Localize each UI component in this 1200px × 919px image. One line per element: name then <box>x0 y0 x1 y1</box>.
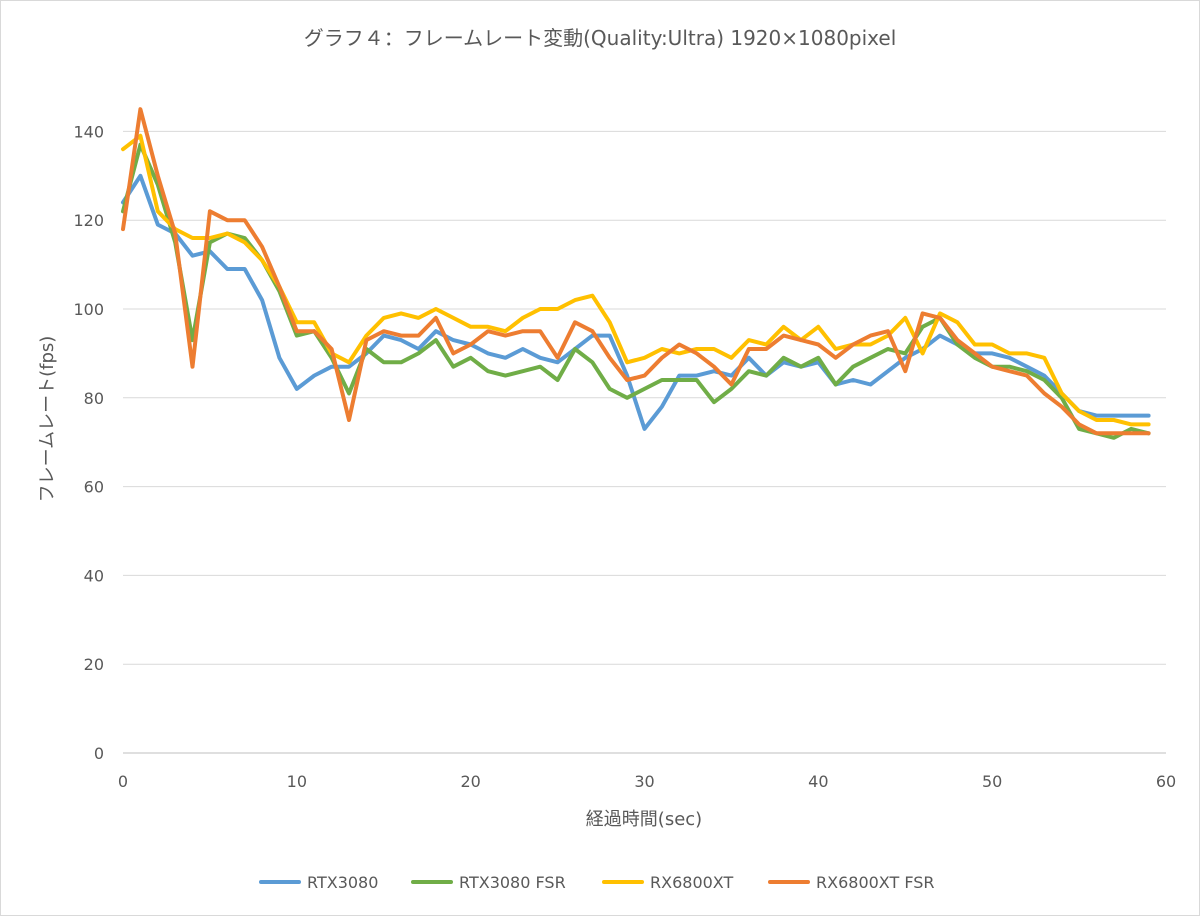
x-tick-label: 50 <box>982 772 1002 791</box>
y-axis-label: フレームレート(fps) <box>37 336 58 503</box>
series-line-rtx3080-fsr <box>121 142 1151 440</box>
gridlines <box>123 130 1166 754</box>
x-axis-label: 経過時間(sec) <box>586 809 702 830</box>
series-lines <box>121 107 1151 440</box>
x-tick-label: 20 <box>460 772 480 791</box>
x-tick-label: 10 <box>287 772 307 791</box>
y-tick-label: 120 <box>73 211 104 230</box>
legend-item: RX6800XT <box>602 873 733 892</box>
x-tick-label: 30 <box>634 772 654 791</box>
legend-label: RTX3080 FSR <box>459 873 566 892</box>
x-tick-label: 0 <box>118 772 128 791</box>
y-tick-label: 20 <box>84 655 104 674</box>
series-line-rx6800xt-fsr <box>121 107 1151 436</box>
series-line-rx6800xt <box>121 133 1151 427</box>
x-tick-label: 60 <box>1156 772 1176 791</box>
legend-label: RX6800XT <box>650 873 733 892</box>
chart-title: グラフ４：フレームレート変動(Quality:Ultra) 1920×1080p… <box>304 26 897 50</box>
y-tick-label: 100 <box>73 300 104 319</box>
legend-item: RX6800XT FSR <box>768 873 935 892</box>
y-tick-label: 40 <box>84 566 104 585</box>
x-tick-label: 40 <box>808 772 828 791</box>
y-tick-label: 60 <box>84 478 104 497</box>
y-tick-label: 0 <box>94 744 104 763</box>
y-tick-label: 140 <box>73 122 104 141</box>
x-axis-ticks: 0 10 20 30 40 50 60 <box>118 772 1176 791</box>
legend-label: RX6800XT FSR <box>816 873 935 892</box>
legend-item: RTX3080 <box>259 873 378 892</box>
legend: RTX3080 RTX3080 FSR RX6800XT RX6800XT FSR <box>259 873 935 892</box>
y-tick-label: 80 <box>84 389 104 408</box>
legend-label: RTX3080 <box>307 873 378 892</box>
series-line-rtx3080 <box>121 173 1151 431</box>
legend-item: RTX3080 FSR <box>411 873 566 892</box>
y-axis-ticks: 0 20 40 60 80 100 120 140 <box>73 122 104 763</box>
